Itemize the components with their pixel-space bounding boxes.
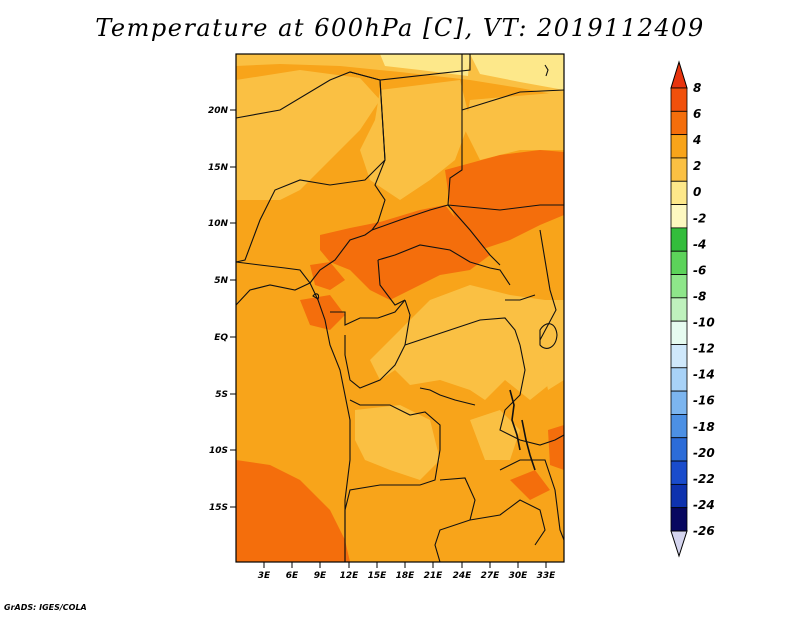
lon-label: 3E	[258, 571, 271, 581]
lat-label: 20N	[208, 106, 229, 116]
colorbar-label: -20	[693, 446, 715, 460]
colorbar-label: -18	[693, 420, 715, 434]
lon-label: 24E	[453, 571, 473, 581]
lat-label: 15S	[209, 503, 228, 513]
colorbar-cell	[670, 507, 688, 532]
longitude-axis: 3E 6E 9E 12E 15E 18E 21E 24E 27E 30E 33E	[258, 562, 556, 581]
colorbar: 8 6 4 2 0 -2 -4 -6 -8 -10 -12 -14 -16 -18 -20 -22 -24 -26	[670, 60, 715, 558]
colorbar-label: -14	[693, 368, 715, 382]
colorbar-label: -24	[693, 498, 715, 512]
lon-label: 27E	[481, 571, 501, 581]
credit-text: GrADS: IGES/COLA	[4, 603, 87, 612]
colorbar-cell	[670, 180, 688, 205]
temperature-field	[236, 54, 564, 562]
lat-label: 10S	[209, 446, 228, 456]
lon-label: 12E	[340, 571, 360, 581]
colorbar-top-triangle	[670, 60, 688, 89]
lon-label: 6E	[286, 571, 299, 581]
latitude-axis: 20N 15N 10N 5N EQ 5S 10S 15S	[208, 106, 236, 513]
colorbar-cell	[670, 274, 688, 299]
colorbar-bottom-triangle	[670, 530, 688, 558]
colorbar-label: 2	[693, 159, 701, 173]
colorbar-label: 4	[692, 133, 701, 147]
colorbar-cell	[670, 87, 688, 112]
colorbar-cell	[670, 483, 688, 509]
lon-label: 30E	[509, 571, 529, 581]
lat-label: 5N	[214, 276, 228, 286]
colorbar-label: -6	[693, 263, 706, 277]
colorbar-cell	[670, 250, 688, 275]
lon-label: 21E	[424, 571, 444, 581]
colorbar-label: 0	[693, 185, 701, 199]
colorbar-cell	[670, 157, 688, 182]
colorbar-label: 6	[693, 107, 701, 121]
colorbar-cell	[670, 437, 688, 462]
colorbar-cell	[670, 460, 688, 485]
colorbar-label: -8	[693, 289, 706, 303]
colorbar-cell	[670, 110, 688, 136]
colorbar-cell	[670, 134, 688, 159]
colorbar-cell	[670, 367, 688, 392]
map-frame	[235, 53, 565, 563]
lat-label: EQ	[214, 333, 228, 343]
colorbar-cell	[670, 227, 688, 252]
colorbar-label: -22	[693, 472, 715, 486]
colorbar-cell	[670, 204, 688, 229]
lat-label: 5S	[215, 390, 228, 400]
colorbar-label: -16	[693, 394, 715, 408]
colorbar-cell	[670, 390, 688, 415]
lat-label: 10N	[208, 219, 229, 229]
colorbar-cell	[670, 297, 688, 322]
lon-label: 33E	[537, 571, 557, 581]
colorbar-label: -12	[693, 342, 715, 356]
colorbar-cell	[670, 414, 688, 439]
colorbar-label: -4	[693, 237, 706, 251]
colorbar-cell	[670, 320, 688, 345]
country-boundaries	[235, 54, 565, 563]
lon-label: 9E	[314, 571, 327, 581]
colorbar-label: 8	[693, 81, 701, 95]
lat-label: 15N	[208, 163, 229, 173]
chart-title: Temperature at 600hPa [C], VT: 201911240…	[95, 14, 705, 42]
lon-label: 18E	[396, 571, 416, 581]
colorbar-cell	[670, 344, 688, 369]
colorbar-label: -2	[693, 211, 706, 225]
colorbar-label: -10	[693, 316, 715, 330]
lon-label: 15E	[368, 571, 388, 581]
colorbar-label: -26	[693, 524, 715, 538]
